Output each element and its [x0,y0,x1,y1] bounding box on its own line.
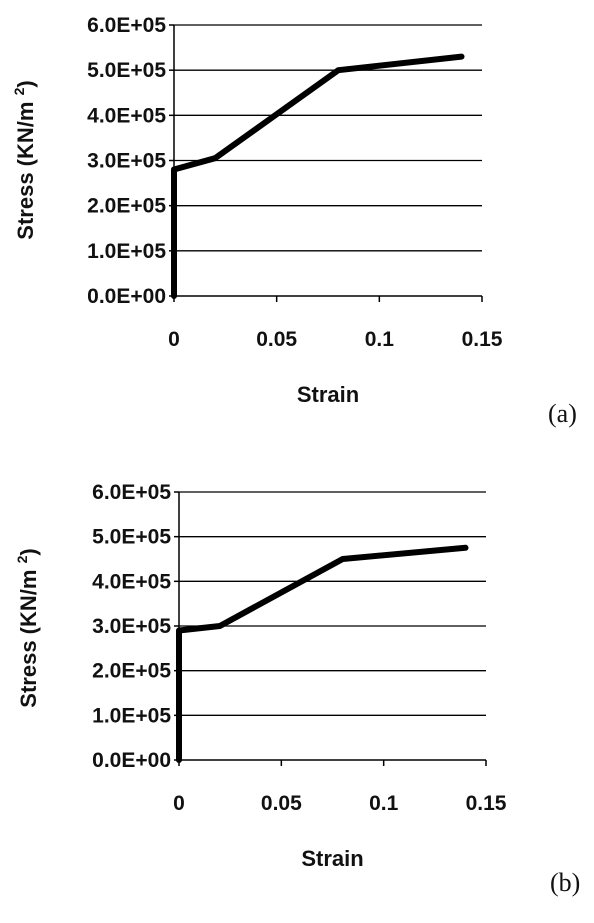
y-tick-label: 1.0E+05 [92,704,171,727]
x-axis-label: Strain [301,846,363,871]
x-tick-label: 0 [168,328,180,351]
y-tick-label: 1.0E+05 [87,240,166,263]
panel-label: (a) [548,399,577,428]
y-tick-label: 3.0E+05 [87,150,166,173]
y-axis-label: Stress (KN/m 2) [14,548,41,707]
series-line-0 [171,53,465,299]
y-tick-label: 6.0E+05 [87,14,166,37]
x-tick-label: 0.15 [466,792,507,815]
y-tick-label: 3.0E+05 [92,615,171,638]
y-tick-label: 5.0E+05 [92,526,171,549]
y-tick-label: 0.0E+00 [92,749,171,772]
y-tick-label: 5.0E+05 [87,59,166,82]
y-axis-label: Stress (KN/m 2) [11,80,38,239]
y-tick-label: 4.0E+05 [87,104,166,127]
y-tick-label: 4.0E+05 [92,570,171,593]
x-tick-label: 0 [173,792,185,815]
series-line-0 [176,544,469,763]
panel-label: (b) [550,868,580,897]
x-tick-label: 0.15 [462,328,503,351]
x-tick-label: 0.05 [261,792,302,815]
y-tick-label: 2.0E+05 [92,660,171,683]
x-tick-label: 0.05 [256,328,297,351]
chart-panel-1: 0.0E+00 1.0E+05 2.0E+05 3.0E+05 4.0E+05 5.0E+… [14,481,580,897]
y-tick-label: 2.0E+05 [87,195,166,218]
x-tick-label: 0.1 [365,328,395,351]
x-tick-label: 0.1 [369,792,399,815]
chart-panel-0: 0.0E+00 1.0E+05 2.0E+05 3.0E+05 4.0E+05 5.0E+… [11,14,577,428]
y-tick-label: 0.0E+00 [87,285,166,308]
x-axis-label: Strain [297,382,359,407]
y-tick-label: 6.0E+05 [92,481,171,504]
